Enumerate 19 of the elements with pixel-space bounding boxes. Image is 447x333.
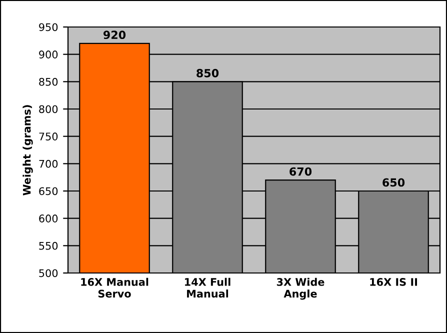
y-tick-label: 700 <box>39 160 58 168</box>
data-label: 650 <box>382 178 405 187</box>
y-tick-label: 850 <box>39 78 58 86</box>
y-tick-label: 950 <box>39 23 58 32</box>
y-tick-label: 550 <box>39 242 58 250</box>
x-tick-label: 16X Manual Servo <box>81 278 148 298</box>
y-tick-label: 500 <box>39 269 58 278</box>
data-label: 850 <box>196 68 219 78</box>
x-tick-label: 14X Full Manual <box>185 278 230 298</box>
data-label: 670 <box>290 167 312 176</box>
y-tick-label: 800 <box>39 105 58 114</box>
y-tick-label: 750 <box>39 132 58 140</box>
data-label: 920 <box>103 30 126 40</box>
y-axis-title: Weight (grams) <box>22 105 33 196</box>
y-tick-label: 650 <box>39 187 58 196</box>
x-tick-label: 16X IS II <box>370 278 417 286</box>
y-tick-label: 900 <box>39 50 58 58</box>
y-tick-label: 600 <box>39 214 58 222</box>
x-tick-label: 3X Wide Angle <box>276 278 324 300</box>
